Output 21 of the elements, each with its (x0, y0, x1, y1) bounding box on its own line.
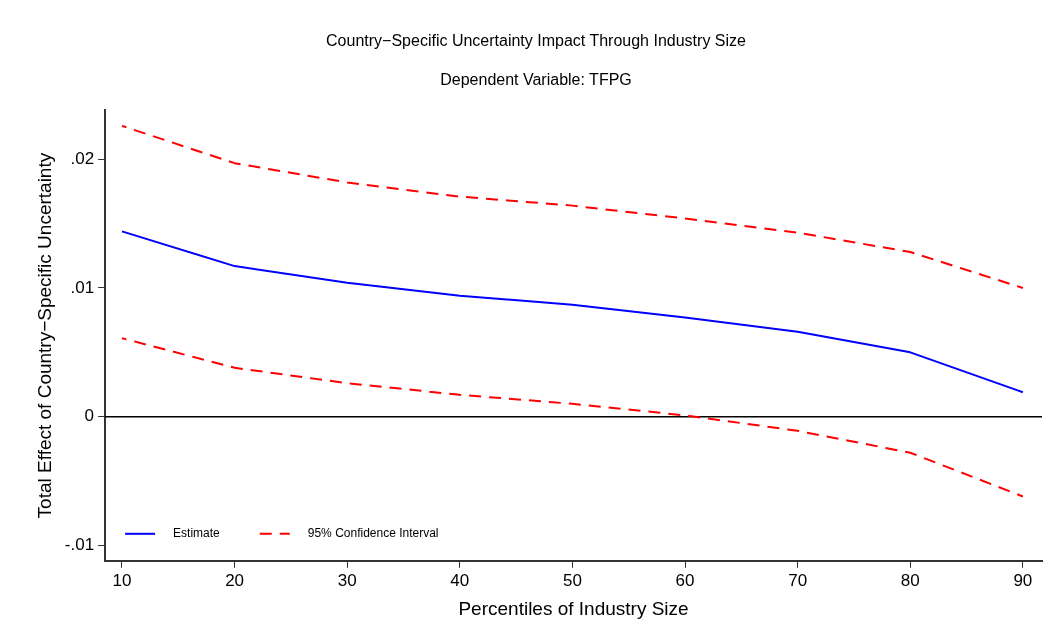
line-series (120, 124, 1024, 289)
x-tick-label: 10 (112, 570, 132, 590)
x-tick-label: 50 (562, 570, 582, 590)
x-tick-label: 90 (1013, 570, 1033, 590)
line-series (120, 337, 1024, 498)
x-tick-label: 40 (450, 570, 470, 590)
x-axis-title: Percentiles of Industry Size (458, 597, 689, 619)
y-tick-label: .02 (70, 148, 95, 168)
x-tick-label: 70 (788, 570, 808, 590)
y-tick-label: -.01 (64, 535, 95, 555)
legend-label: 95% Confidence Interval (307, 526, 439, 541)
chart-title: Country−Specific Uncertainty Impact Through Industry Size (326, 32, 747, 50)
chart-subtitle: Dependent Variable: TFPG (440, 71, 632, 89)
x-tick-label: 80 (900, 570, 920, 590)
y-tick-label: .01 (70, 277, 95, 297)
x-tick-label: 30 (337, 570, 357, 590)
legend-label: Estimate (173, 526, 221, 541)
y-axis-title: Total Effect of Country−Specific Uncertainty (33, 152, 55, 519)
x-tick-label: 60 (675, 570, 695, 590)
x-tick-label: 20 (225, 570, 245, 590)
y-tick-label: 0 (84, 406, 95, 426)
